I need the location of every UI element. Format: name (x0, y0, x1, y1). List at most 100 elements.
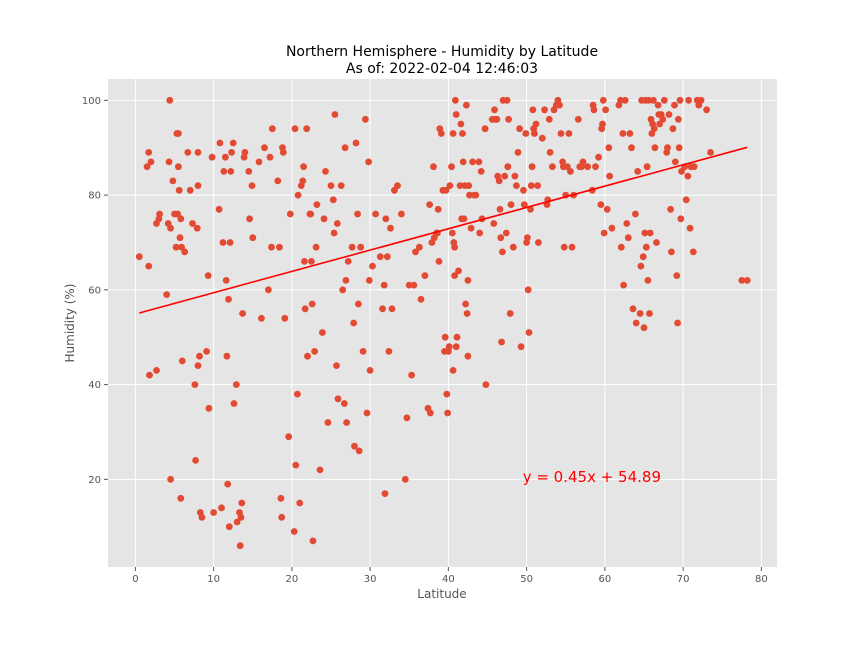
data-point (546, 149, 554, 156)
data-point (319, 329, 326, 336)
chart-title: Northern Hemisphere - Humidity by Latitu… (286, 44, 598, 60)
data-point (265, 286, 272, 294)
data-point (599, 120, 606, 128)
regression-equation: y = 0.45x + 54.89 (523, 468, 661, 486)
data-point (143, 163, 151, 171)
x-tick-label: 70 (677, 574, 690, 585)
data-point (650, 96, 657, 104)
data-point (516, 125, 523, 133)
data-point (329, 196, 337, 204)
data-point (498, 338, 505, 346)
data-point (686, 224, 694, 232)
data-point (215, 205, 223, 213)
data-point (184, 149, 192, 156)
data-point (677, 215, 685, 223)
data-point (341, 144, 349, 152)
x-axis: 0 10 20 30 40 50 60 70 80 (132, 567, 768, 585)
data-point (455, 267, 462, 275)
data-point (476, 229, 484, 237)
data-point (401, 475, 409, 483)
data-point (482, 381, 490, 388)
data-point (481, 125, 489, 133)
data-point (449, 367, 457, 374)
data-point (340, 400, 348, 407)
data-point (684, 172, 692, 180)
x-tick-label: 10 (207, 574, 220, 585)
data-point (220, 168, 228, 175)
data-point (452, 96, 459, 104)
data-point (135, 253, 143, 261)
data-point (506, 310, 514, 317)
data-point (445, 343, 453, 351)
data-point (225, 523, 233, 531)
data-point (208, 153, 216, 161)
data-point (599, 96, 607, 104)
data-point (556, 101, 563, 109)
data-point (676, 96, 684, 104)
data-point (560, 243, 568, 251)
data-point (642, 243, 650, 251)
data-point (403, 414, 411, 422)
data-point (459, 130, 466, 137)
data-point (477, 168, 485, 175)
data-point (308, 258, 315, 265)
data-point (327, 182, 335, 190)
data-point (674, 319, 681, 327)
data-point (218, 504, 225, 512)
data-point (405, 281, 413, 289)
data-point (311, 348, 318, 355)
data-point (637, 262, 645, 270)
data-point (225, 295, 232, 303)
data-point (165, 158, 173, 166)
data-point (156, 210, 164, 218)
data-point (517, 343, 525, 351)
data-point (153, 367, 160, 374)
data-point (632, 210, 639, 218)
data-point (194, 182, 202, 190)
data-point (626, 130, 634, 137)
data-point (333, 220, 341, 227)
data-point (430, 163, 437, 171)
data-point (191, 381, 199, 388)
x-tick-label: 60 (598, 574, 611, 585)
data-point (175, 186, 183, 194)
data-point (665, 111, 673, 118)
data-point (274, 177, 282, 185)
data-point (372, 210, 379, 218)
data-point (549, 163, 556, 171)
data-point (685, 96, 692, 104)
x-tick-label: 40 (442, 574, 455, 585)
y-tick-label: 100 (82, 96, 101, 107)
data-point (524, 286, 532, 294)
data-point (697, 96, 705, 104)
data-point (145, 149, 153, 156)
data-point (331, 111, 339, 118)
data-point (232, 381, 240, 388)
data-point (167, 475, 175, 483)
chart-subtitle: As of: 2022-02-04 12:46:03 (346, 61, 538, 77)
data-point (645, 96, 653, 104)
data-point (304, 352, 311, 360)
data-point (490, 220, 498, 227)
data-point (528, 163, 536, 171)
data-point (313, 201, 321, 209)
data-point (595, 153, 602, 161)
data-point (216, 139, 224, 147)
data-point (268, 125, 276, 133)
y-tick-label: 60 (88, 285, 101, 296)
data-point (465, 182, 473, 190)
data-point (639, 253, 647, 261)
data-point (668, 248, 675, 256)
data-point (457, 120, 465, 128)
data-point (230, 400, 238, 407)
x-tick-label: 20 (286, 574, 299, 585)
data-point (258, 314, 265, 322)
data-point (316, 466, 324, 474)
data-point (167, 224, 175, 232)
data-point (743, 277, 751, 284)
data-point (169, 177, 177, 185)
data-point (223, 352, 231, 360)
data-point (738, 277, 746, 284)
data-point (365, 277, 373, 284)
data-point (509, 243, 517, 251)
